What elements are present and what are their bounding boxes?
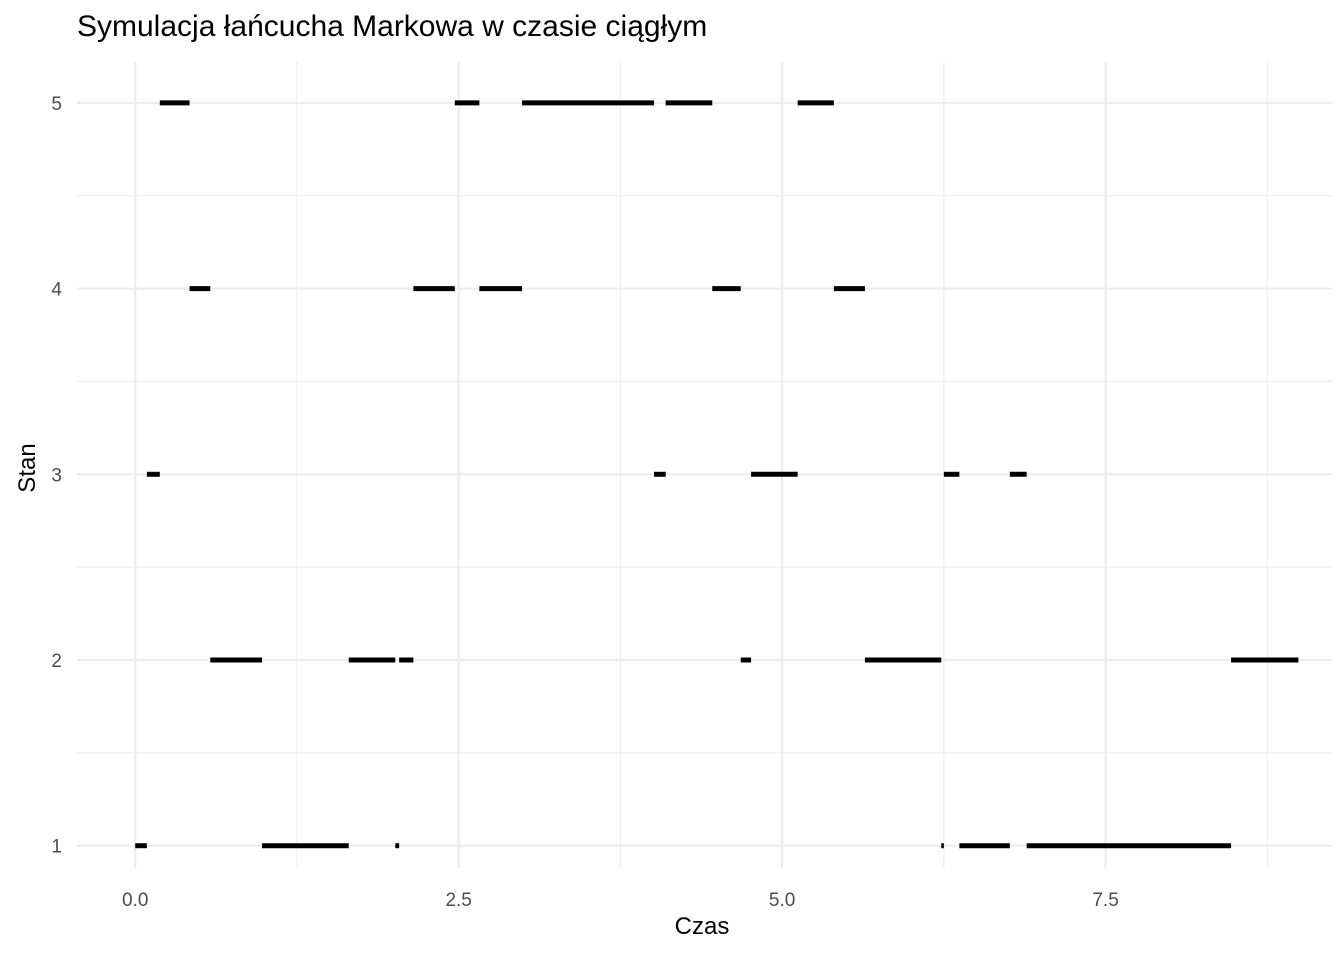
minor-grid	[77, 62, 1332, 868]
y-tick-label: 4	[51, 280, 62, 301]
x-tick-label: 2.5	[445, 890, 471, 911]
y-tick-label: 5	[51, 94, 62, 115]
x-tick-label: 5.0	[769, 890, 795, 911]
y-tick-label: 2	[51, 651, 62, 672]
y-axis-label: Stan	[14, 443, 41, 493]
x-axis-label: Czas	[674, 913, 730, 940]
y-axis-ticks: 1 2 3 4 5	[51, 94, 62, 858]
x-axis-ticks: 0.0 2.5 5.0 7.5	[122, 890, 1119, 911]
y-tick-label: 3	[51, 465, 62, 486]
y-tick-label: 1	[51, 837, 62, 858]
x-tick-label: 7.5	[1092, 890, 1118, 911]
major-grid	[77, 62, 1332, 868]
x-tick-label: 0.0	[122, 890, 148, 911]
state-segments	[135, 100, 1299, 849]
chart-title: Symulacja łańcucha Markowa w czasie ciąg…	[77, 10, 708, 43]
